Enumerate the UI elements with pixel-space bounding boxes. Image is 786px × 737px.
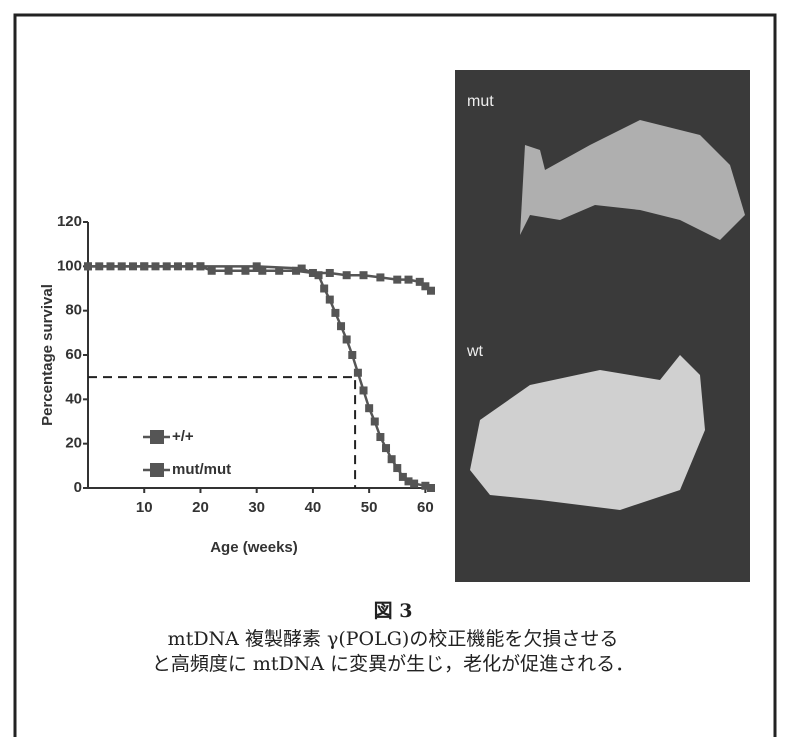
point [388,455,396,463]
point [140,262,148,270]
legend-label: +/+ [172,428,194,445]
point [348,351,356,359]
y-tick-label: 20 [65,435,82,452]
point [208,267,216,275]
point [354,369,362,377]
figure-label: 図 3 [374,600,413,622]
point [320,285,328,293]
point [315,271,323,279]
point [326,296,334,304]
point [225,267,233,275]
point [298,265,306,273]
caption-line: と高頻度に mtDNA に変異が生じ，老化が促進される． [152,653,634,675]
point [376,433,384,441]
y-tick-label: 80 [65,302,82,319]
point [427,484,435,492]
point [365,404,373,412]
point [405,276,413,284]
y-axis-label: Percentage survival [39,284,56,426]
point [326,269,334,277]
x-tick-label: 20 [192,499,209,516]
point [331,309,339,317]
figure: mut wt 図 3 mtDNA 複製酵素 γ(POLG)の校正機能を欠損させる… [0,0,786,737]
point [337,322,345,330]
point [371,418,379,426]
point [393,276,401,284]
y-tick-label: 120 [57,213,82,230]
x-tick-label: 40 [305,499,322,516]
photo-label: mut [467,93,494,110]
x-axis-label: Age (weeks) [210,539,298,556]
x-tick-label: 30 [248,499,265,516]
legend-label: mut/mut [172,461,231,478]
x-tick-label: 10 [136,499,153,516]
point [393,464,401,472]
y-tick-label: 40 [65,390,82,407]
point [343,335,351,343]
legend-marker [150,463,164,477]
photo-label: wt [466,343,484,360]
point [84,262,92,270]
y-tick-label: 60 [65,346,82,363]
legend-marker [150,430,164,444]
point [410,480,418,488]
point [382,444,390,452]
point [196,262,204,270]
point [241,267,249,275]
caption-line: mtDNA 複製酵素 γ(POLG)の校正機能を欠損させる [168,628,619,650]
point [253,262,261,270]
point [343,271,351,279]
y-tick-label: 100 [57,257,82,274]
x-tick-label: 60 [417,499,434,516]
point [376,273,384,281]
y-tick-label: 0 [74,479,82,496]
x-tick-label: 50 [361,499,378,516]
point [427,287,435,295]
point [360,386,368,394]
point [360,271,368,279]
